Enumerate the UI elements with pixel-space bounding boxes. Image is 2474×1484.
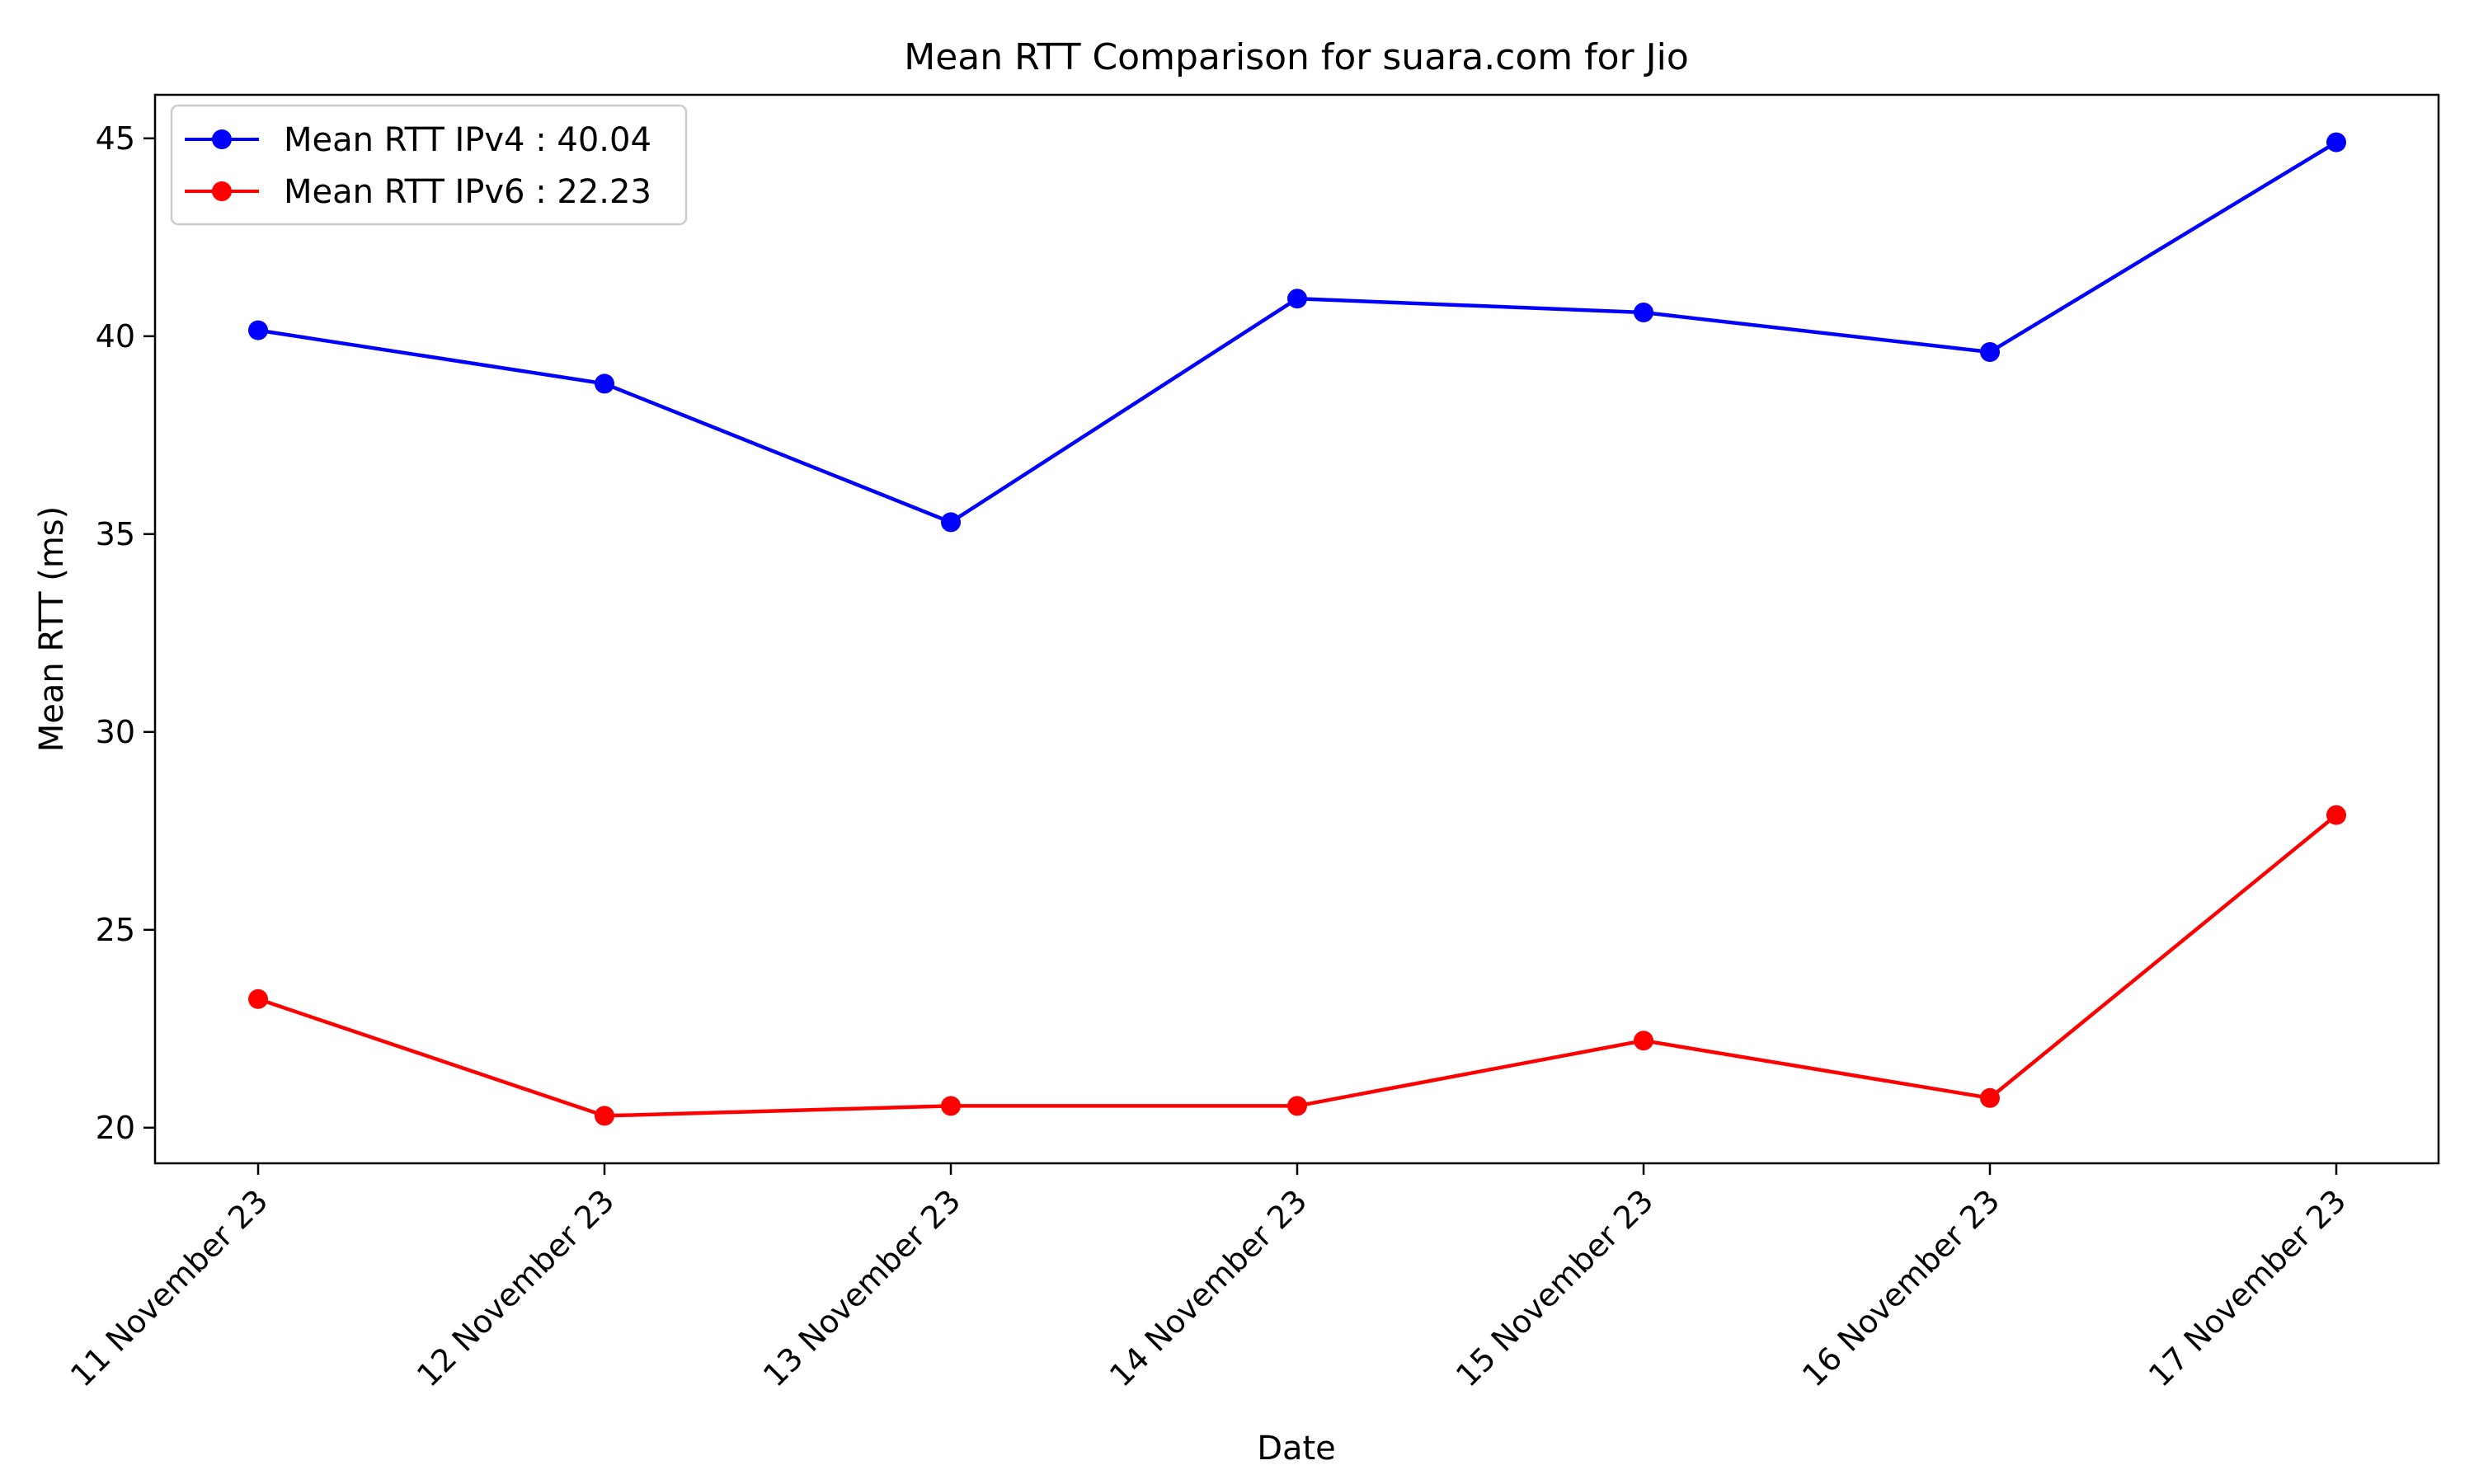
y-axis: 20 25 30 35 40 45 — [96, 120, 155, 1146]
data-point — [941, 1096, 961, 1116]
data-point — [1287, 1096, 1307, 1116]
y-tick-label: 20 — [96, 1110, 135, 1146]
data-point — [595, 1106, 614, 1126]
y-tick-label: 25 — [96, 912, 135, 948]
legend-label-ipv4: Mean RTT IPv4 : 40.04 — [284, 121, 651, 159]
y-tick-label: 45 — [96, 120, 135, 157]
legend: Mean RTT IPv4 : 40.04 Mean RTT IPv6 : 22… — [170, 104, 688, 226]
data-point — [1287, 289, 1307, 309]
legend-label-ipv6: Mean RTT IPv6 : 22.23 — [284, 173, 651, 211]
x-axis-label: Date — [1257, 1430, 1336, 1468]
legend-marker-ipv4 — [212, 129, 232, 149]
data-point — [1634, 1031, 1653, 1051]
y-axis-label: Mean RTT (ms) — [33, 506, 71, 752]
y-tick-label: 35 — [96, 516, 135, 552]
y-tick-label: 30 — [96, 714, 135, 750]
series-layer — [248, 132, 2346, 1126]
data-point — [941, 512, 961, 533]
data-point — [248, 320, 268, 340]
data-point — [1980, 1087, 2000, 1108]
data-point — [595, 373, 614, 394]
y-tick-label: 40 — [96, 318, 135, 355]
data-point — [1980, 342, 2000, 362]
chart-title: Mean RTT Comparison for suara.com for Ji… — [904, 36, 1689, 78]
data-point — [248, 989, 268, 1009]
series-ipv4 — [248, 132, 2346, 533]
series-ipv6 — [248, 805, 2346, 1126]
legend-frame — [170, 104, 688, 226]
legend-marker-ipv6 — [212, 181, 232, 201]
data-point — [1634, 303, 1653, 322]
data-point — [2326, 132, 2346, 153]
data-point — [2326, 805, 2346, 825]
